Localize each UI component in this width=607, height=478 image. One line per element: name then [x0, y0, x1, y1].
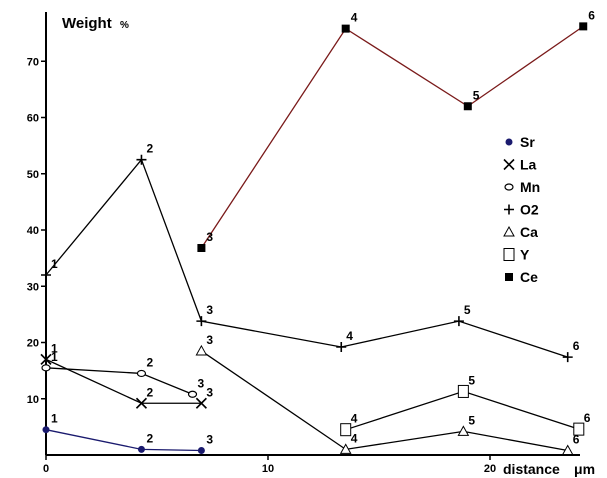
- y-tick-label: 10: [27, 394, 39, 406]
- data-point-la: [195, 397, 207, 409]
- data-point-y: [457, 384, 469, 398]
- data-point-ca: [457, 425, 470, 436]
- x-tick-label: 0: [43, 463, 49, 475]
- data-point-la: [135, 397, 148, 409]
- point-label-o2: 3: [206, 303, 213, 317]
- y-tick-label: 70: [27, 56, 39, 68]
- data-point-mn: [41, 364, 51, 372]
- point-label-y: 4: [351, 412, 358, 426]
- point-label-ce: 4: [351, 11, 358, 25]
- markers-layer: [40, 22, 588, 455]
- y-unit-label: %: [120, 20, 129, 31]
- point-label-la: 1: [51, 341, 58, 355]
- y-tick-label: 30: [27, 281, 39, 293]
- point-label-ca: 6: [573, 433, 580, 447]
- point-label-o2: 1: [51, 257, 58, 271]
- y-tick-label: 20: [27, 338, 39, 350]
- legend-marker-ce: [505, 273, 513, 281]
- data-point-o2: [136, 154, 147, 165]
- legend-label-sr: Sr: [520, 134, 535, 150]
- data-point-ce: [579, 22, 588, 31]
- data-point-o2: [562, 352, 573, 363]
- series-line-ca: [201, 350, 568, 452]
- point-label-ce: 3: [206, 230, 213, 244]
- data-point-o2: [196, 316, 207, 327]
- data-point-ce: [463, 102, 472, 111]
- legend-marker-ca: [503, 225, 515, 237]
- data-point-ca: [195, 344, 208, 356]
- legend-marker-mn: [504, 183, 514, 191]
- data-point-ca: [561, 444, 574, 455]
- y-tick-label: 60: [27, 113, 39, 125]
- x-tick-label: 20: [484, 463, 496, 475]
- series-line-o2: [45, 158, 568, 358]
- legend-marker-sr: [505, 138, 513, 146]
- point-label-y: 5: [468, 373, 475, 387]
- point-label-mn: 2: [146, 355, 153, 369]
- point-label-o2: 6: [573, 339, 580, 353]
- legend-label-mn: Mn: [520, 179, 540, 195]
- legend-label-ce: Ce: [520, 269, 538, 285]
- point-label-ce: 6: [588, 8, 595, 22]
- point-label-y: 6: [584, 411, 591, 425]
- legend-item-sr: Sr: [505, 134, 535, 150]
- data-point-ce: [197, 244, 206, 252]
- legend: Sr La Mn O2 Ca Y Ce: [503, 134, 540, 285]
- point-label-ca: 3: [206, 333, 213, 347]
- series-line-mn: [45, 367, 193, 395]
- data-point-o2: [336, 342, 347, 352]
- point-label-sr: 2: [146, 431, 153, 445]
- legend-label-ca: Ca: [520, 224, 538, 240]
- legend-item-la: La: [503, 157, 537, 173]
- data-point-ce: [341, 24, 350, 33]
- legend-item-mn: Mn: [504, 179, 540, 195]
- series-line-ce: [200, 25, 584, 249]
- lines-layer: [45, 25, 584, 452]
- y-tick-label: 50: [27, 169, 39, 181]
- series-line-la: [45, 358, 202, 404]
- series-line-sr: [45, 429, 202, 452]
- data-point-y: [340, 423, 352, 437]
- point-label-sr: 1: [51, 412, 58, 426]
- legend-label-o2: O2: [520, 202, 539, 218]
- ticks-layer: 10 20 30 40 50 60 70 0 10 20: [27, 56, 496, 475]
- data-point-mn: [187, 390, 198, 398]
- legend-item-ca: Ca: [503, 224, 538, 240]
- labels-layer: 1 2 3 1 2 3 1 2 3 1 2 3 4 5 6 3 4 5 6 4 5 6 3 4 5 6: [51, 8, 595, 446]
- data-point-ca: [339, 443, 352, 454]
- point-label-la: 3: [206, 385, 213, 399]
- legend-marker-la: [503, 158, 515, 171]
- legend-marker-y: [503, 248, 515, 261]
- legend-item-y: Y: [503, 247, 530, 263]
- legend-label-la: La: [520, 157, 537, 173]
- data-point-o2: [41, 270, 51, 280]
- x-tick-label: 10: [262, 463, 274, 475]
- legend-item-o2: O2: [504, 202, 539, 218]
- legend-item-ce: Ce: [505, 269, 538, 285]
- data-point-la: [40, 353, 52, 365]
- data-point-sr: [42, 426, 50, 434]
- y-tick-label: 40: [27, 225, 39, 237]
- data-point-o2: [453, 316, 464, 327]
- point-label-o2: 4: [346, 329, 353, 343]
- data-point-sr: [137, 445, 145, 453]
- data-point-mn: [136, 369, 147, 378]
- point-label-la: 2: [146, 385, 153, 399]
- point-label-ca: 5: [468, 413, 475, 427]
- point-label-mn: 1: [51, 350, 58, 364]
- point-label-sr: 3: [206, 433, 213, 447]
- chart-title: Weight: [62, 15, 112, 32]
- data-point-y: [573, 422, 585, 436]
- point-label-ce: 5: [473, 88, 480, 102]
- x-unit-label: μm: [574, 461, 595, 477]
- legend-marker-o2: [504, 204, 514, 215]
- point-label-o2: 2: [146, 142, 153, 156]
- x-axis-label: distance: [503, 461, 560, 477]
- point-label-mn: 3: [198, 376, 205, 390]
- point-label-ca: 4: [351, 431, 358, 445]
- point-label-o2: 5: [464, 303, 471, 317]
- data-point-sr: [197, 447, 205, 454]
- legend-label-y: Y: [520, 247, 530, 263]
